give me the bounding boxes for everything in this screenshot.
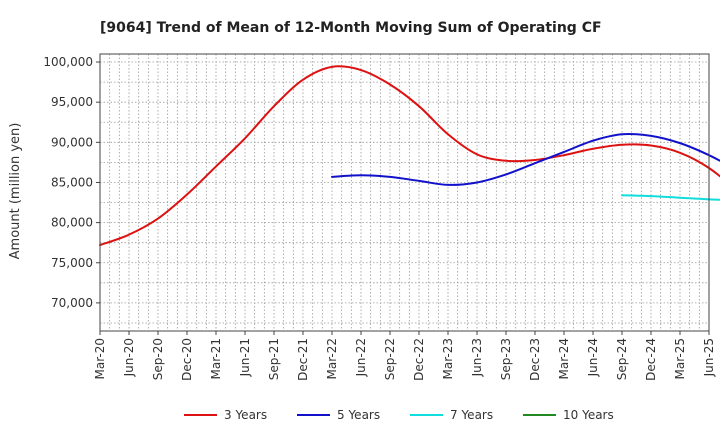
- y-tick-label: 90,000: [51, 135, 93, 149]
- x-tick-label: Sep-22: [383, 338, 397, 380]
- x-tick-label: Mar-25: [673, 338, 687, 379]
- y-tick-label: 95,000: [51, 95, 93, 109]
- grid: [100, 54, 709, 331]
- x-tick-label: Mar-22: [325, 338, 339, 379]
- plot-frame: [99, 53, 710, 332]
- x-tick-label: Mar-21: [209, 338, 223, 379]
- x-tick-label: Mar-20: [93, 338, 107, 379]
- x-ticks: Mar-20 Jun-20 Sep-20 Dec-20 Mar-21 Jun-21 Sep-…: [93, 331, 716, 381]
- x-tick-label: Jun-21: [238, 338, 252, 377]
- y-tick-label: 85,000: [51, 175, 93, 189]
- series-line-7-years: [621, 194, 720, 201]
- y-tick-label: 70,000: [51, 296, 93, 310]
- legend-label: 7 Years: [450, 408, 493, 422]
- x-tick-label: Mar-23: [441, 338, 455, 379]
- series-line-3-years: [99, 65, 720, 247]
- x-tick-label: Dec-24: [644, 338, 658, 381]
- x-tick-label: Dec-21: [296, 338, 310, 381]
- x-tick-label: Sep-20: [151, 338, 165, 380]
- legend: 3 Years 5 Years 7 Years 10 Years: [184, 408, 614, 422]
- legend-label: 10 Years: [563, 408, 614, 422]
- y-axis-label: Amount (million yen): [8, 123, 23, 260]
- y-ticks: 70,000 75,000 80,000 85,000 90,000 95,000 100,…: [43, 55, 100, 310]
- y-tick-label: 100,000: [43, 55, 93, 69]
- x-tick-label: Dec-22: [412, 338, 426, 381]
- legend-label: 3 Years: [224, 408, 267, 422]
- x-tick-label: Jun-25: [702, 338, 716, 377]
- legend-label: 5 Years: [337, 408, 380, 422]
- y-tick-label: 75,000: [51, 256, 93, 270]
- x-tick-label: Jun-24: [586, 338, 600, 377]
- x-tick-label: Sep-23: [499, 338, 513, 380]
- x-tick-label: Sep-21: [267, 338, 281, 380]
- series-layer: [99, 65, 720, 247]
- series-line-5-years: [331, 132, 720, 186]
- x-tick-label: Dec-20: [180, 338, 194, 381]
- x-tick-label: Jun-23: [470, 338, 484, 377]
- y-tick-label: 80,000: [51, 216, 93, 230]
- chart-title: [9064] Trend of Mean of 12-Month Moving …: [100, 20, 602, 36]
- x-tick-label: Mar-24: [557, 338, 571, 379]
- x-tick-label: Jun-20: [122, 338, 136, 377]
- x-tick-label: Dec-23: [528, 338, 542, 381]
- x-tick-label: Sep-24: [615, 338, 629, 380]
- x-tick-label: Jun-22: [354, 338, 368, 377]
